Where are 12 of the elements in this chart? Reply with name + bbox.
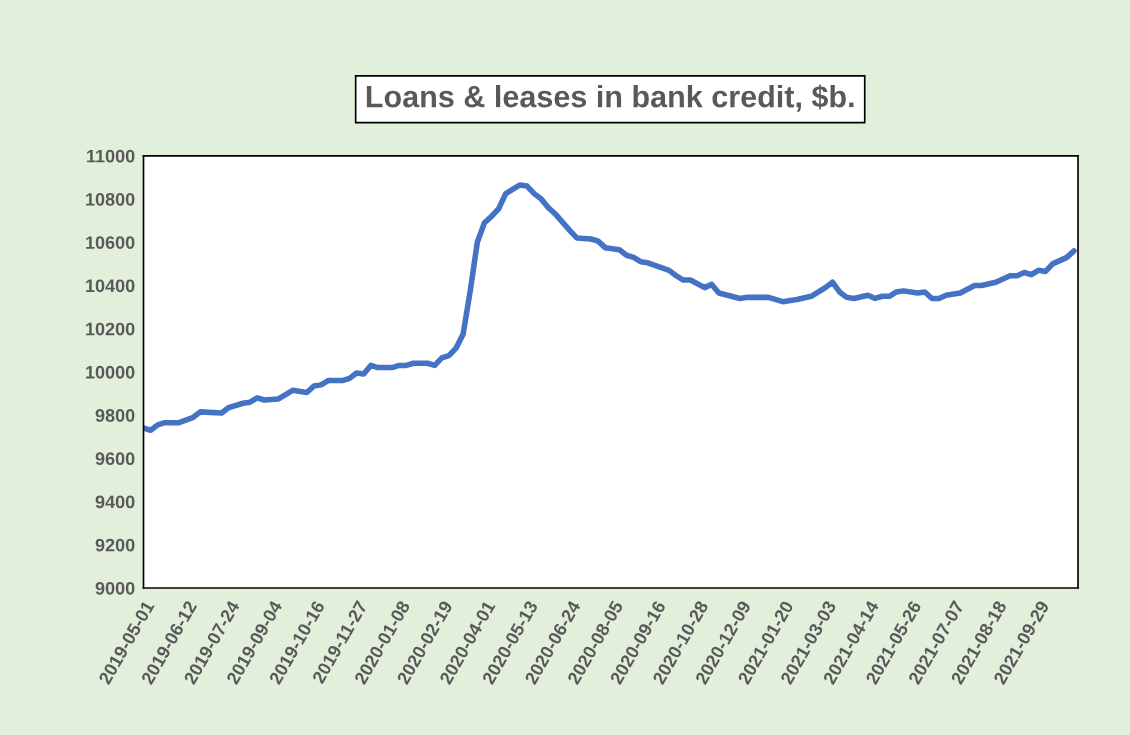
chart-title: Loans & leases in bank credit, $b. bbox=[366, 84, 854, 112]
y-tick-label: 11000 bbox=[87, 149, 135, 163]
y-tick-label: 9600 bbox=[95, 452, 135, 466]
y-tick-label: 9000 bbox=[95, 581, 135, 595]
y-tick-label: 10600 bbox=[86, 236, 135, 249]
y-tick-label: 9800 bbox=[95, 409, 135, 422]
y-tick-label: 10800 bbox=[86, 192, 135, 206]
y-tick-label: 10400 bbox=[86, 279, 135, 293]
y-tick-label: 9400 bbox=[95, 495, 135, 509]
y-tick-label: 9200 bbox=[95, 538, 135, 552]
y-tick-label: 10000 bbox=[86, 365, 135, 379]
y-tick-label: 10200 bbox=[86, 322, 135, 336]
